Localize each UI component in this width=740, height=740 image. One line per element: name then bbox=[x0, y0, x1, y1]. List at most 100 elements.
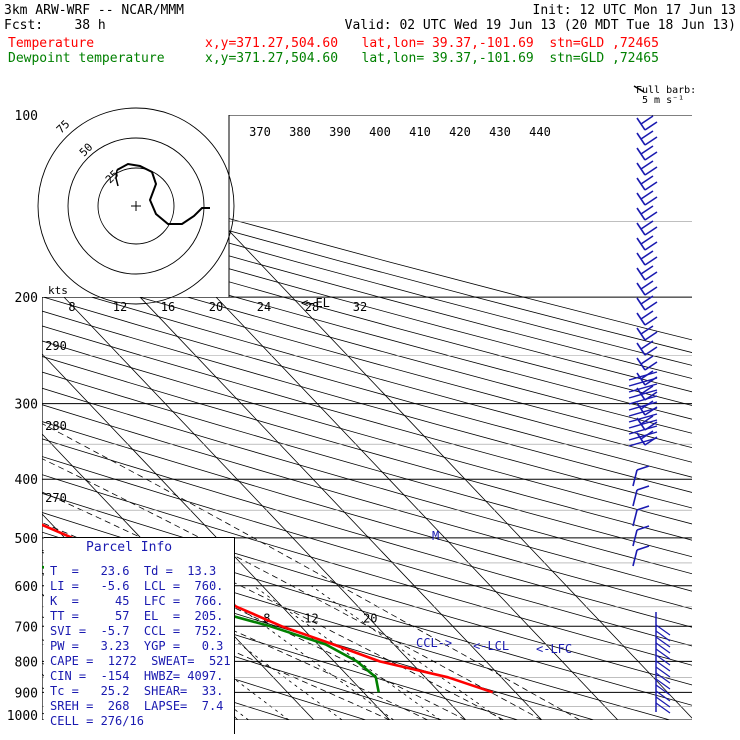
wind-barb-surface bbox=[655, 690, 671, 702]
parcel-row: CAPE = 1272 SWEAT= 521 bbox=[50, 654, 231, 668]
wind-barb bbox=[632, 489, 638, 507]
wind-barb-flag bbox=[640, 250, 654, 260]
wind-barb-flag bbox=[644, 196, 658, 206]
wind-barb-flag bbox=[640, 415, 654, 425]
isotherm bbox=[42, 353, 391, 720]
hodograph-ring bbox=[97, 167, 175, 245]
wind-barb-dense bbox=[628, 437, 658, 447]
pressure-label: 800 bbox=[15, 655, 38, 670]
isotherm bbox=[42, 273, 467, 720]
wind-barb-flag bbox=[640, 325, 654, 335]
wind-barb-flag bbox=[644, 211, 658, 221]
wind-barb-flag bbox=[644, 256, 658, 266]
mixing-ratio-label: 20 bbox=[363, 611, 377, 625]
hodograph-speed-label: 20 bbox=[209, 300, 223, 314]
theta-label: 440 bbox=[529, 125, 551, 139]
parcel-row: SVI = -5.7 CCL = 752. bbox=[50, 624, 224, 638]
wind-barb-dense bbox=[628, 389, 658, 399]
parcel-row: Tc = 25.2 SHEAR= 33. bbox=[50, 684, 224, 698]
wind-barb-dense bbox=[628, 413, 658, 423]
wind-barb-dense bbox=[628, 395, 658, 405]
wind-barb-surface bbox=[655, 648, 671, 660]
wind-barb-flag bbox=[644, 166, 658, 176]
parcel-info-panel: Parcel Info T = 23.6 Td = 13.3 LI = -5.6… bbox=[44, 537, 235, 734]
wind-barb-flag bbox=[644, 331, 658, 341]
wind-barb-flag bbox=[640, 235, 654, 245]
wind-barb-dense bbox=[628, 371, 658, 381]
wind-barb-flag bbox=[644, 241, 658, 251]
barb-legend-unit: 5 m s⁻¹ bbox=[642, 95, 684, 106]
wind-barb-dense bbox=[628, 407, 658, 417]
hodograph-speed-label: 32 bbox=[353, 300, 367, 314]
hodograph-speed-label: 28 bbox=[305, 300, 319, 314]
isotherm bbox=[0, 115, 10, 720]
theta-label: 420 bbox=[449, 125, 471, 139]
parcel-row: K = 45 LFC = 766. bbox=[50, 594, 224, 608]
pressure-label: 700 bbox=[15, 620, 38, 635]
wind-barb-flag bbox=[636, 465, 650, 471]
theta-label-left: 290 bbox=[45, 339, 67, 353]
theta-label: 390 bbox=[329, 125, 351, 139]
wind-barb-surface bbox=[655, 702, 671, 714]
wind-barb-surface bbox=[655, 636, 671, 648]
pressure-label: 100 bbox=[15, 109, 38, 124]
wind-barb-flag bbox=[640, 130, 654, 140]
mixing-ratio-line bbox=[253, 585, 441, 720]
parcel-row: SREH = 268 LAPSE= 7.4 bbox=[50, 699, 224, 713]
wind-barb-flag bbox=[640, 220, 654, 230]
parcel-info-title: Parcel Info bbox=[86, 540, 173, 555]
wind-barb-flag bbox=[640, 160, 654, 170]
wind-barb-flag bbox=[640, 115, 654, 125]
wind-barb-flag bbox=[640, 145, 654, 155]
wind-barb-flag bbox=[640, 295, 654, 305]
storm-motion-marker: M bbox=[432, 529, 439, 543]
mixing-ratio-line bbox=[110, 585, 290, 720]
wind-barb-surface bbox=[655, 678, 671, 690]
pressure-label: 400 bbox=[15, 473, 38, 488]
wind-barb-flag bbox=[644, 361, 658, 371]
ccl-marker: CCL-> bbox=[416, 636, 452, 650]
wind-barb-flag bbox=[640, 355, 654, 365]
wind-barb-flag bbox=[640, 385, 654, 395]
el-marker: <-EL bbox=[301, 296, 330, 310]
hodograph-trace-start bbox=[115, 169, 119, 187]
wind-barb-dense bbox=[628, 431, 658, 441]
legend-dewpoint: Dewpoint temperature bbox=[8, 51, 165, 66]
wind-barb-surface bbox=[655, 624, 671, 636]
wind-barb-flag bbox=[644, 136, 658, 146]
forecast-hour: Fcst: 38 h bbox=[4, 18, 106, 33]
wind-barb-flag bbox=[644, 151, 658, 161]
wind-barb-flag bbox=[636, 505, 650, 511]
wind-barb-flag bbox=[644, 181, 658, 191]
mixing-ratio-label: 8 bbox=[263, 611, 270, 625]
hodograph-ring bbox=[37, 107, 235, 305]
pressure-label: 1000 bbox=[7, 709, 38, 724]
hodograph-speed-label: 12 bbox=[113, 300, 127, 314]
barb-legend-title: Full barb: bbox=[636, 85, 696, 96]
wind-barb-flag bbox=[636, 545, 650, 551]
mixing-ratio-label: 12 bbox=[304, 611, 318, 625]
wind-barb bbox=[632, 529, 638, 547]
model-title: 3km ARW-WRF -- NCAR/MMM bbox=[4, 3, 185, 18]
wind-barb bbox=[632, 509, 638, 527]
wind-barb-flag bbox=[636, 525, 650, 531]
wind-barb bbox=[632, 469, 638, 487]
parcel-row: TT = 57 EL = 205. bbox=[50, 609, 224, 623]
theta-label: 380 bbox=[289, 125, 311, 139]
lfc-marker: <-LFC bbox=[536, 642, 572, 656]
wind-barb-flag bbox=[644, 286, 658, 296]
pressure-label: 500 bbox=[15, 532, 38, 547]
theta-label: 400 bbox=[369, 125, 391, 139]
wind-barb-surface bbox=[655, 672, 671, 684]
wind-barb-flag bbox=[640, 205, 654, 215]
wind-barb-surface bbox=[655, 654, 671, 666]
theta-label: 430 bbox=[489, 125, 511, 139]
hodograph-speed-label: 24 bbox=[257, 300, 271, 314]
parcel-row: CIN = -154 HWBZ= 4097. bbox=[50, 669, 224, 683]
wind-barb-flag bbox=[644, 346, 658, 356]
legend-temperature-location: x,y=371.27,504.60 lat,lon= 39.37,-101.69… bbox=[205, 36, 659, 51]
wind-barb-flag bbox=[640, 310, 654, 320]
parcel-row: T = 23.6 Td = 13.3 bbox=[50, 564, 217, 578]
wind-barb-dense bbox=[628, 377, 658, 387]
